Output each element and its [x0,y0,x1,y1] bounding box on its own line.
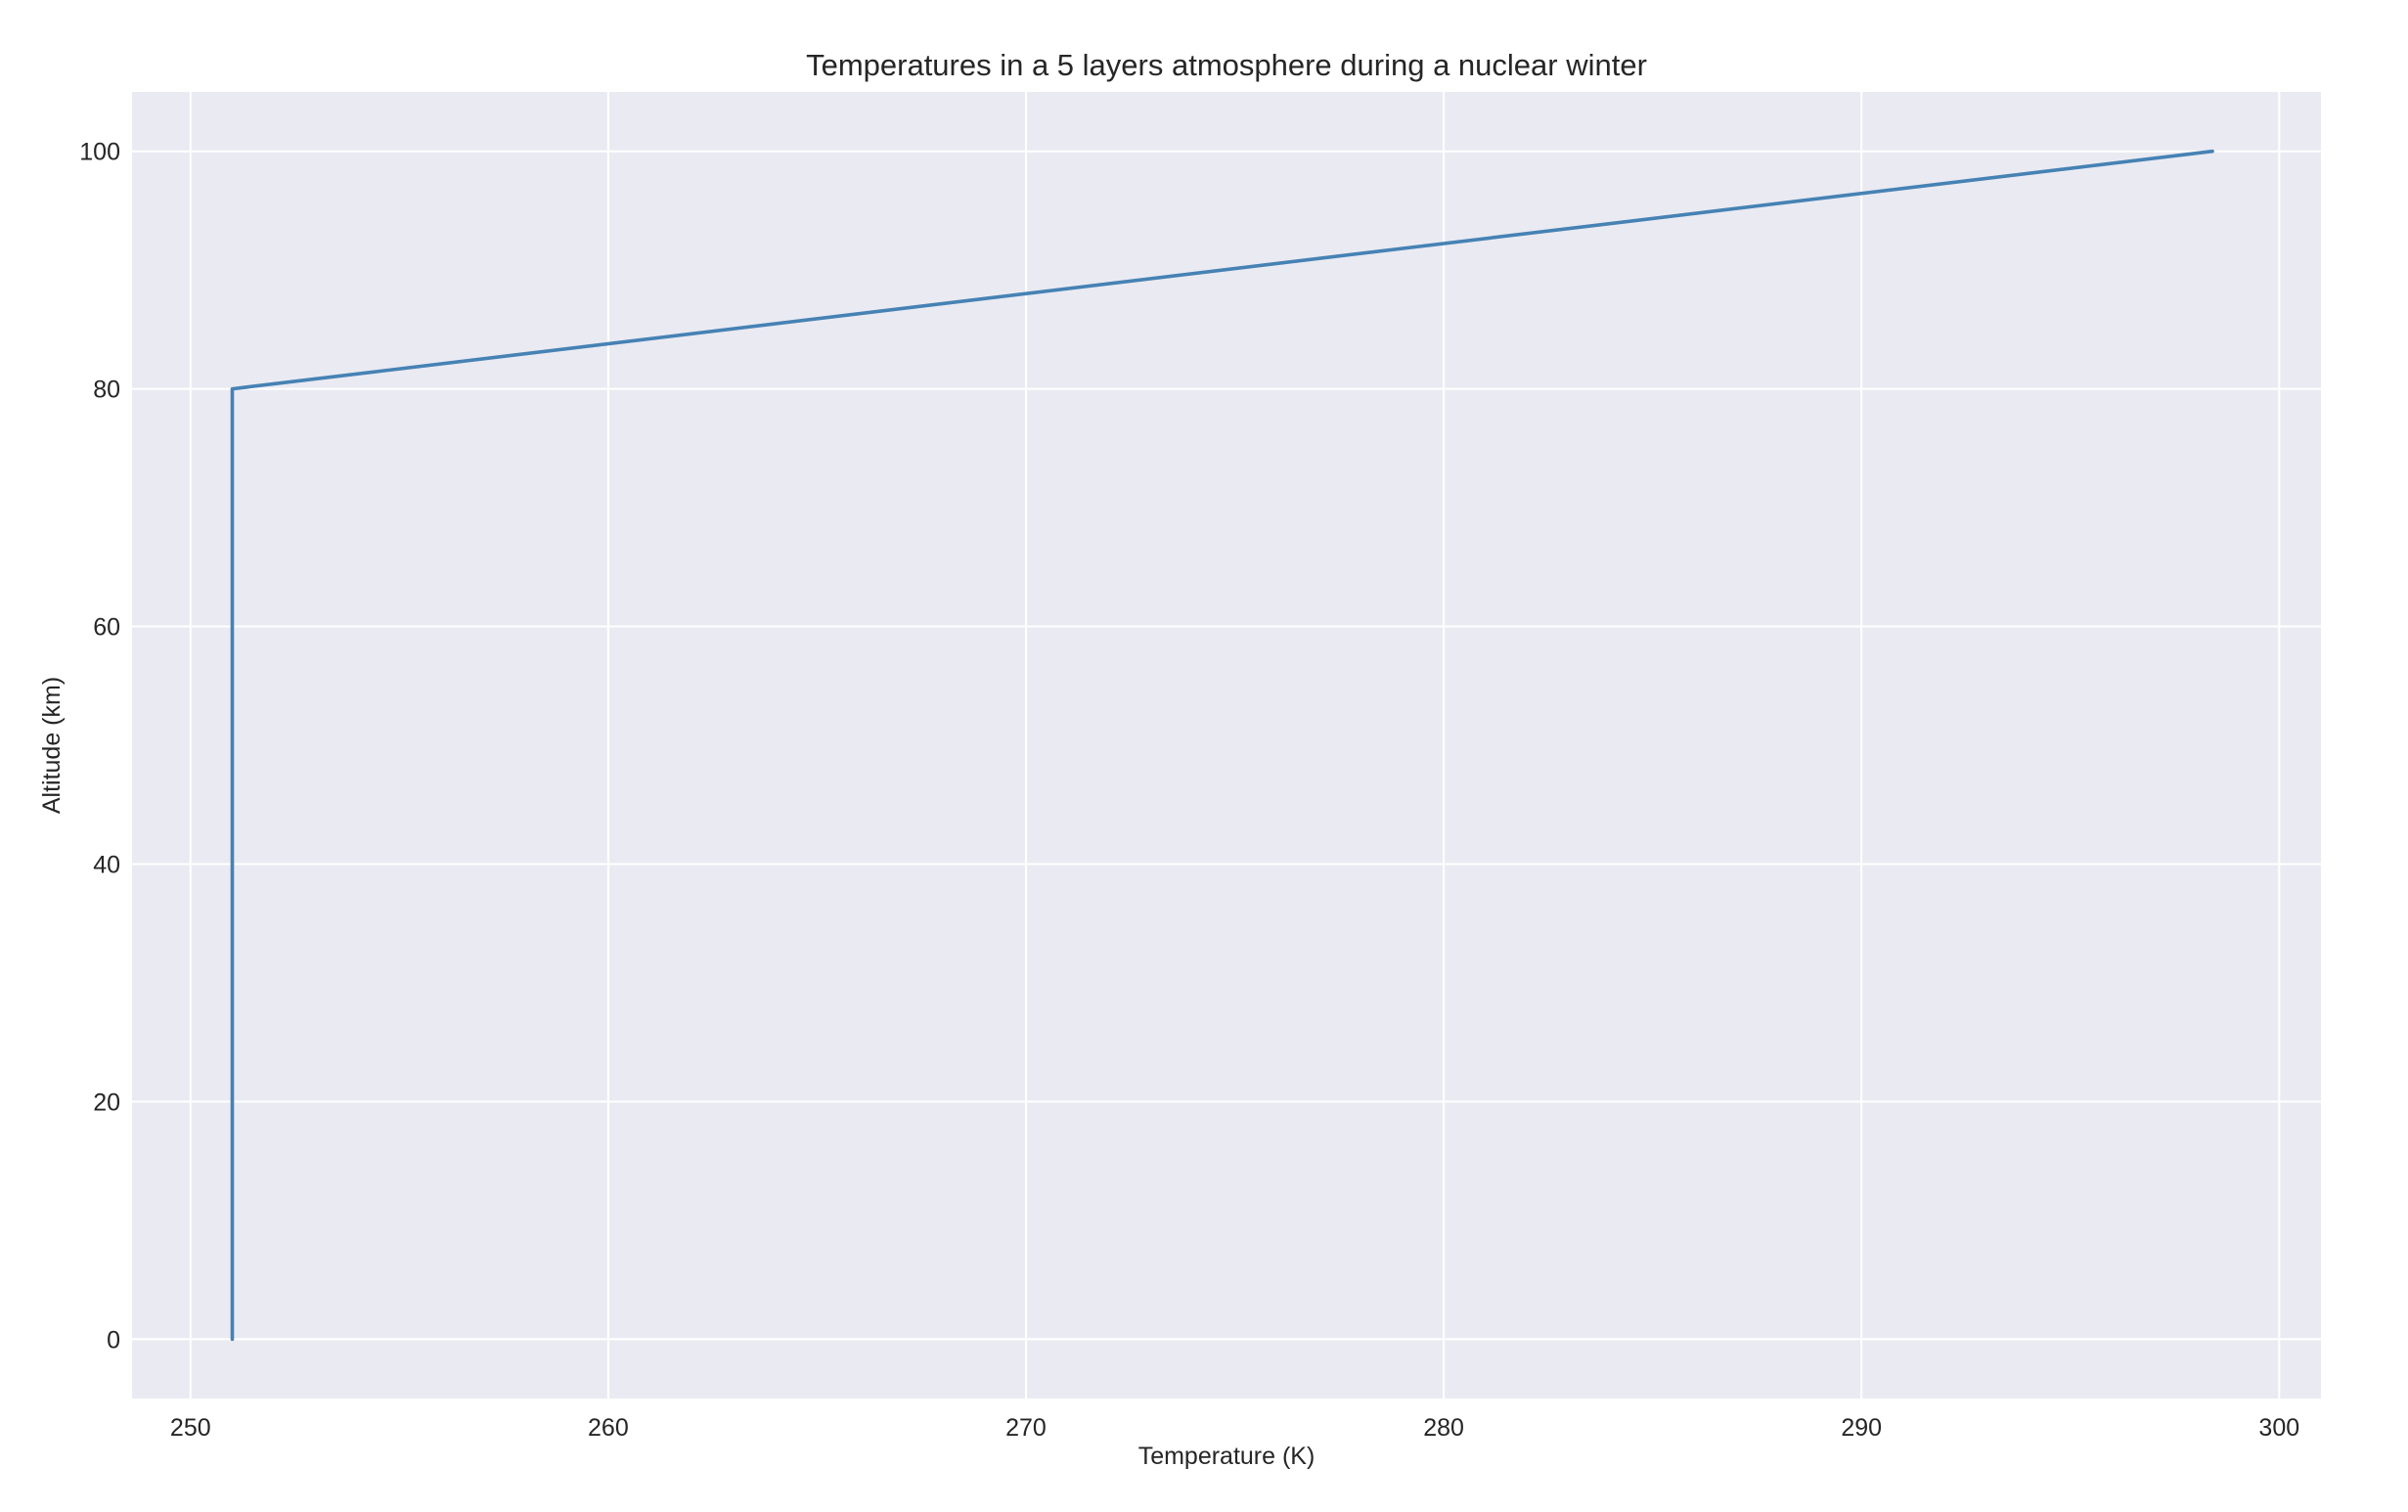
chart-title: Temperatures in a 5 layers atmosphere du… [806,48,1647,82]
x-tick-label: 300 [2258,1414,2299,1442]
y-tick-label: 20 [93,1089,120,1116]
x-tick-label: 290 [1841,1414,1882,1442]
x-tick-label: 280 [1423,1414,1464,1442]
x-tick-labels: 250 260 270 280 290 300 [170,1414,2299,1442]
y-tick-label: 80 [93,377,120,404]
x-gridlines [189,92,2281,1399]
y-tick-label: 0 [107,1326,120,1354]
x-tick-label: 270 [1005,1414,1047,1442]
y-tick-label: 40 [93,851,120,878]
x-tick-label: 260 [588,1414,629,1442]
plot-area [132,92,2321,1399]
y-gridlines [132,150,2321,1341]
x-axis-label: Temperature (K) [1138,1443,1315,1470]
y-tick-label: 60 [93,614,120,642]
x-tick-label: 250 [170,1414,211,1442]
y-tick-labels: 0 20 40 60 80 100 [79,139,120,1355]
y-axis-label: Altitude (km) [38,677,66,814]
series-layer [230,149,2214,1342]
series-line [230,149,2214,1342]
y-tick-label: 100 [79,139,120,166]
